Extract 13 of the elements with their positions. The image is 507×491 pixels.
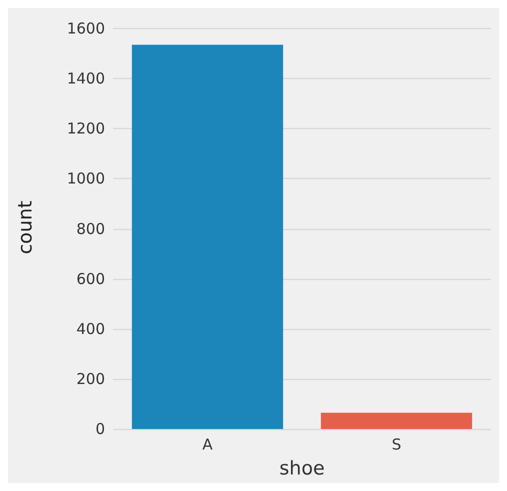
x-tick-label: S — [392, 436, 402, 454]
y-tick-label: 800 — [76, 220, 105, 238]
x-tick-label: A — [202, 436, 214, 454]
y-tick-label: 1600 — [66, 20, 105, 38]
y-axis-title: count — [14, 200, 36, 254]
y-tick-label: 200 — [76, 370, 105, 388]
y-tick-label: 0 — [95, 420, 105, 438]
y-tick-label: 1400 — [66, 70, 105, 88]
y-tick-label: 1000 — [66, 170, 105, 188]
y-tick-label: 1200 — [66, 120, 105, 138]
y-tick-label: 400 — [76, 320, 105, 338]
y-tick-label: 600 — [76, 270, 105, 288]
x-axis-title: shoe — [279, 458, 325, 480]
